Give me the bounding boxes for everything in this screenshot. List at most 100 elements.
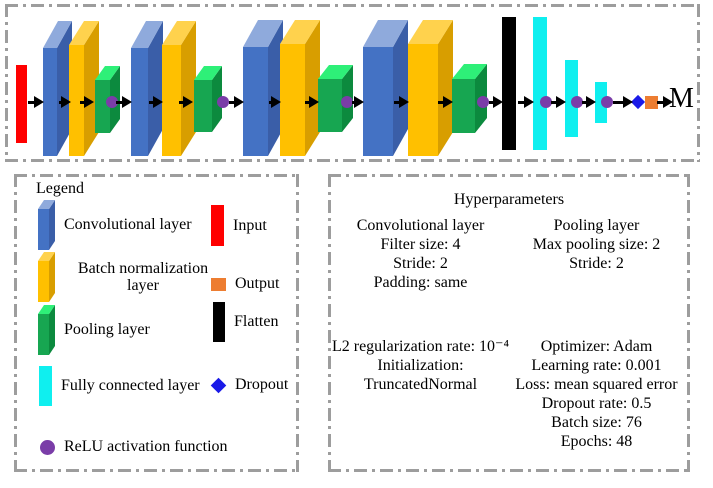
dropout-diamond xyxy=(630,94,646,110)
text-line: Stride: 2 xyxy=(569,255,624,272)
flow-arrowhead xyxy=(309,96,319,108)
flow-arrowhead xyxy=(271,96,281,108)
flow-arrow xyxy=(657,100,665,104)
conv-layer-block xyxy=(363,20,408,156)
legend-title: Legend xyxy=(36,180,84,197)
legend-item-label: Convolutional layer xyxy=(64,216,192,233)
flow-arrowhead xyxy=(61,96,71,108)
panel-border xyxy=(697,4,700,162)
legend-item-output: Output xyxy=(211,273,279,295)
legend-item-bn: Batch normalization layer xyxy=(38,251,222,302)
output-block xyxy=(645,96,658,109)
fc-block xyxy=(533,17,547,150)
panel-border xyxy=(14,174,17,472)
flow-arrow xyxy=(229,100,236,104)
legend-item-label: Pooling layer xyxy=(64,321,150,338)
flow-arrow xyxy=(179,100,185,104)
input-block xyxy=(16,65,27,143)
panel-border xyxy=(14,174,299,177)
flow-arrowhead xyxy=(586,96,596,108)
architecture-panel xyxy=(5,4,700,162)
relu-dot xyxy=(217,96,229,108)
legend-item-relu: ReLU activation function xyxy=(40,432,228,462)
relu-dot xyxy=(571,96,583,108)
legend-item-label: Output xyxy=(235,275,280,292)
legend-item-conv: Convolutional layer xyxy=(38,200,192,250)
flow-arrow xyxy=(518,100,526,104)
legend-item-label: ReLU activation function xyxy=(64,438,228,455)
training-hyperparameters: Optimizer: Adam Learning rate: 0.001 Loss:… xyxy=(503,337,690,451)
conv-layer-block xyxy=(243,20,283,156)
relu-dot xyxy=(106,96,118,108)
relu-dot xyxy=(540,96,552,108)
text-line: Dropout rate: 0.5 xyxy=(541,395,652,412)
legend-item-label: Dropout xyxy=(235,376,289,393)
legend-item-label: Flatten xyxy=(234,312,279,330)
relu-dot xyxy=(477,96,489,108)
legend-panel: Legend Convolutional layer Batch normali… xyxy=(14,174,299,472)
panel-border xyxy=(5,4,8,162)
flow-arrowhead xyxy=(493,96,503,108)
conv-layer-block xyxy=(131,21,163,156)
flow-arrow xyxy=(551,100,558,104)
flow-arrow xyxy=(305,100,311,104)
flow-arrow xyxy=(80,100,86,104)
text-line: Convolutional layer xyxy=(356,217,485,234)
flow-arrowhead xyxy=(34,96,44,108)
flow-arrow xyxy=(582,100,588,104)
conv-hyperparameters: Convolutional layer Filter size: 4 Stride:… xyxy=(328,216,513,292)
legend-item-label: Batch normalization layer xyxy=(77,259,209,294)
text-line: Initialization: xyxy=(377,357,464,374)
relu-dot xyxy=(601,96,613,108)
text-line: Learning rate: 0.001 xyxy=(531,357,662,374)
regularization-hyperparameters: L2 regularization rate: 10⁻⁴ Initializati… xyxy=(328,337,513,394)
text-line: L2 regularization rate: 10⁻⁴ xyxy=(331,338,510,355)
pooling-layer-swatch-icon xyxy=(38,305,55,355)
flow-arrowhead xyxy=(354,96,364,108)
panel-border xyxy=(296,174,299,472)
output-m-label: M xyxy=(669,83,694,114)
flow-arrow xyxy=(149,100,155,104)
text-line: Stride: 2 xyxy=(393,255,448,272)
fully-connected-swatch-icon xyxy=(39,366,52,406)
legend-item-label: Fully connected layer xyxy=(61,377,200,394)
text-line: TruncatedNormal xyxy=(363,376,478,393)
text-line: Batch size: 76 xyxy=(551,414,642,431)
legend-item-label: Input xyxy=(233,216,267,234)
batch-norm-swatch-icon xyxy=(38,251,55,302)
flow-arrowhead xyxy=(234,96,244,108)
flow-arrowhead xyxy=(122,96,132,108)
bn-layer-block xyxy=(280,20,320,156)
panel-border xyxy=(5,159,700,162)
flow-arrowhead xyxy=(663,96,673,108)
text-line: Optimizer: Adam xyxy=(540,338,653,355)
legend-item-fc: Fully connected layer xyxy=(39,366,200,406)
text-line: Loss: mean squared error xyxy=(515,376,678,393)
relu-dot xyxy=(341,96,353,108)
bn-layer-block xyxy=(162,21,196,156)
relu-swatch-icon xyxy=(40,439,55,455)
flow-arrow xyxy=(394,100,401,104)
panel-border xyxy=(328,174,331,472)
panel-border xyxy=(687,174,690,472)
legend-item-input: Input xyxy=(211,205,267,246)
conv-layer-block xyxy=(43,21,72,156)
flow-arrow xyxy=(613,100,625,104)
flow-arrowhead xyxy=(556,96,566,108)
output-swatch-icon xyxy=(211,277,226,291)
text-line: Pooling layer xyxy=(553,217,640,234)
flow-arrow xyxy=(116,100,124,104)
input-swatch-icon xyxy=(211,205,224,246)
bn-layer-block xyxy=(408,20,453,156)
text-line: Padding: same xyxy=(373,274,468,291)
flow-arrowhead xyxy=(623,96,633,108)
flow-arrowhead xyxy=(524,96,534,108)
panel-border xyxy=(5,4,700,7)
flow-arrow xyxy=(438,100,445,104)
flow-arrowhead xyxy=(399,96,409,108)
panel-border xyxy=(328,469,690,472)
panel-border xyxy=(328,174,690,177)
hyperparameters-title: Hyperparameters xyxy=(453,191,565,208)
